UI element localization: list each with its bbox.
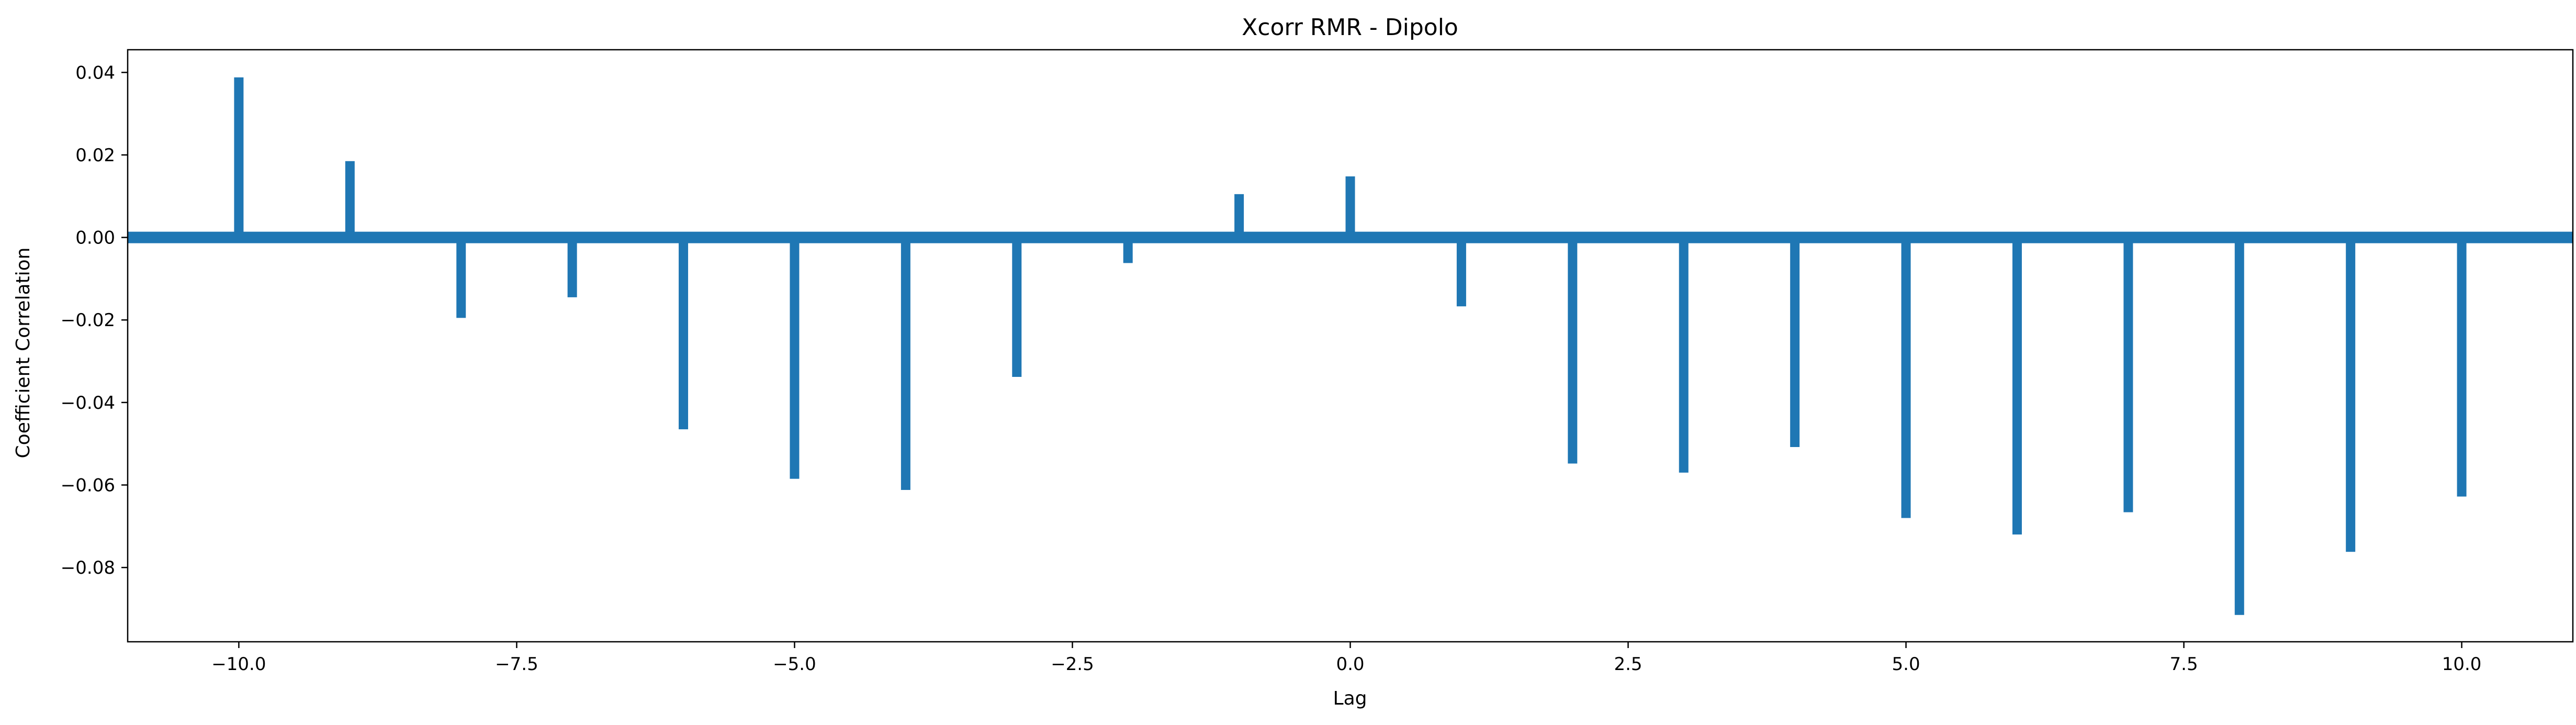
bar-lag-5	[1901, 237, 1911, 518]
bar-lag-neg2	[1123, 237, 1133, 263]
x-tick-label: 5.0	[1892, 654, 1920, 675]
x-tick-label: −2.5	[1051, 654, 1094, 675]
x-tick-label: 2.5	[1614, 654, 1642, 675]
y-axis-label: Coefficient Correlation	[13, 248, 34, 459]
bar-lag-neg7	[567, 237, 577, 297]
bar-lag-2	[1568, 237, 1578, 464]
axes: −10.0 −7.5 −5.0 −2.5 0.0 2.5 5.0 7.5 10.0 0.04 0.0…	[61, 49, 2574, 675]
bar-lag-neg9	[345, 161, 355, 238]
bar-lag-neg3	[1012, 237, 1022, 377]
bar-lag-7	[2123, 237, 2133, 512]
bar-lag-1	[1456, 237, 1466, 307]
y-tick-label: −0.04	[61, 393, 115, 414]
y-tick-label: 0.02	[75, 145, 115, 166]
bar-lag-4	[1790, 237, 1800, 447]
x-tick-label: −10.0	[211, 654, 266, 675]
bar-lag-neg10	[234, 77, 244, 238]
bar-lag-neg6	[679, 237, 689, 430]
bar-lag-8	[2234, 237, 2244, 615]
bar-lag-neg1	[1234, 194, 1244, 238]
y-tick-label: 0.04	[75, 62, 115, 83]
bar-lag-neg8	[456, 237, 466, 318]
bar-lag-10	[2457, 237, 2467, 497]
chart-title: Xcorr RMR - Dipolo	[1242, 14, 1458, 41]
x-tick-label: −7.5	[495, 654, 538, 675]
x-tick-label: 0.0	[1336, 654, 1364, 675]
y-tick-label: −0.08	[61, 557, 115, 578]
x-tick-label: 7.5	[2170, 654, 2198, 675]
bar-lag-3	[1679, 237, 1689, 473]
bar-lag-neg4	[901, 237, 910, 490]
bar-lag-6	[2012, 237, 2022, 535]
y-tick-label: −0.02	[61, 310, 115, 331]
bar-lag-neg5	[790, 237, 800, 479]
y-tick-label: 0.00	[75, 228, 115, 249]
x-axis-label: Lag	[1333, 688, 1367, 709]
x-tick-label: 10.0	[2442, 654, 2482, 675]
bar-lag-0	[1345, 176, 1355, 238]
bar-lag-9	[2346, 237, 2356, 552]
plot-frame	[127, 49, 2574, 643]
plot-area	[128, 77, 2573, 615]
x-tick-label: −5.0	[773, 654, 816, 675]
y-tick-label: −0.06	[61, 475, 115, 496]
